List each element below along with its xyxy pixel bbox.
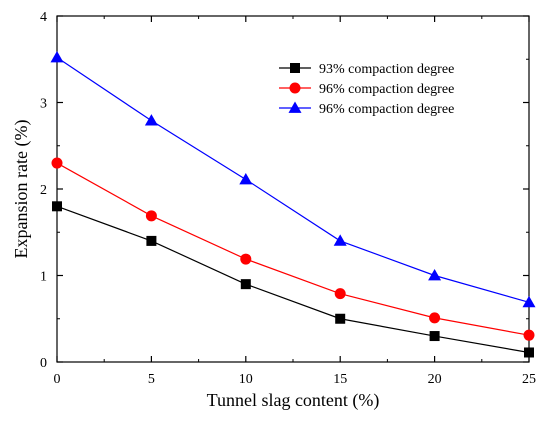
legend-marker [290, 63, 300, 73]
legend-entry: 96% compaction degree [279, 82, 454, 97]
data-point [333, 234, 347, 246]
data-point [239, 172, 253, 185]
legend-entry: 96% compaction degree [279, 101, 454, 117]
data-point [522, 295, 536, 308]
series-line [56, 162, 530, 336]
y-tick-label: 3 [40, 97, 47, 112]
data-point [240, 253, 252, 265]
x-tick-label: 25 [522, 372, 536, 387]
legend: 93% compaction degree 96% compaction degr… [279, 62, 454, 117]
data-point [524, 347, 534, 358]
x-axis: 0 5 10 15 20 25 [54, 16, 536, 387]
data-point [146, 235, 157, 246]
legend-label: 96% compaction degree [319, 102, 454, 117]
y-axis: 0 1 2 3 4 [40, 10, 529, 371]
data-point [429, 331, 440, 342]
data-point [335, 313, 346, 324]
y-tick-label: 0 [40, 356, 47, 371]
x-tick-label: 10 [239, 372, 253, 387]
series-2 [51, 157, 535, 341]
y-tick-label: 1 [40, 270, 47, 285]
series-line [56, 57, 530, 303]
series-line [56, 205, 530, 354]
x-tick-label: 20 [428, 372, 442, 387]
series-layer [50, 51, 536, 358]
series-1 [52, 201, 534, 358]
data-point [52, 201, 62, 212]
legend-marker [289, 82, 301, 94]
x-axis-title: Tunnel slag content (%) [207, 390, 380, 411]
y-tick-label: 4 [40, 10, 47, 25]
y-tick-label: 2 [40, 183, 47, 198]
legend-marker [288, 101, 302, 113]
data-point [334, 288, 346, 300]
series-3 [50, 51, 536, 308]
data-point [429, 312, 441, 324]
data-point [144, 114, 158, 126]
data-point [428, 269, 442, 281]
x-tick-label: 5 [148, 372, 155, 387]
data-point [240, 279, 251, 290]
data-point [50, 51, 64, 63]
legend-label: 93% compaction degree [319, 62, 454, 77]
legend-label: 96% compaction degree [319, 82, 454, 97]
x-tick-label: 15 [333, 372, 347, 387]
legend-entry: 93% compaction degree [279, 62, 454, 77]
data-point [145, 210, 157, 222]
y-axis-title: Expansion rate (%) [11, 120, 32, 259]
data-point [51, 157, 63, 169]
data-point [523, 329, 535, 341]
x-tick-label: 0 [54, 372, 61, 387]
